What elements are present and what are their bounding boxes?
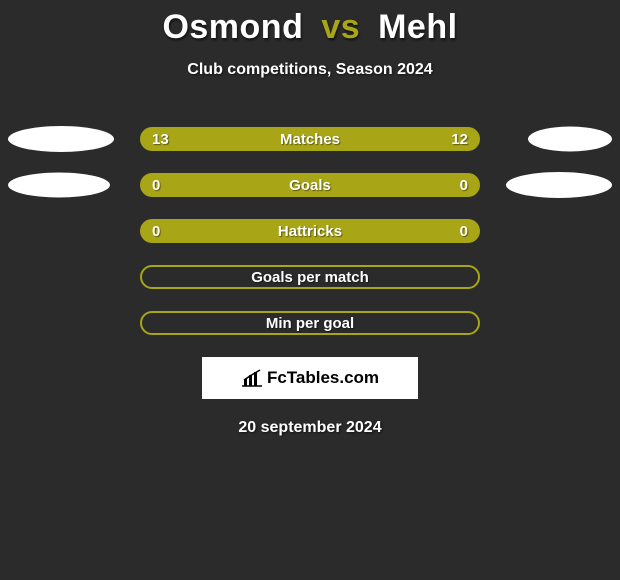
brand-text: FcTables.com	[267, 368, 379, 388]
player1-name: Osmond	[162, 8, 303, 46]
date-text: 20 september 2024	[0, 419, 620, 437]
stat-bar: 0 Hattricks 0	[140, 219, 480, 243]
right-ellipse-icon	[506, 172, 612, 198]
stat-left-value: 0	[152, 177, 160, 194]
stat-bar: Min per goal	[140, 311, 480, 335]
stat-left-value: 13	[152, 131, 169, 148]
bar-chart-icon	[241, 369, 263, 387]
stat-rows: 13 Matches 12 0 Goals 0 0 Hattricks 0 Goals per m…	[0, 127, 620, 335]
stat-label: Goals	[289, 177, 331, 194]
player2-name: Mehl	[378, 8, 457, 46]
subtitle: Club competitions, Season 2024	[0, 61, 620, 79]
stat-bar: Goals per match	[140, 265, 480, 289]
left-ellipse-icon	[8, 173, 110, 198]
stat-row: Goals per match	[0, 265, 620, 289]
stat-row: 0 Hattricks 0	[0, 219, 620, 243]
stat-row: 13 Matches 12	[0, 127, 620, 151]
left-ellipse-icon	[8, 126, 114, 152]
stat-right-value: 0	[460, 223, 468, 240]
stat-bar: 0 Goals 0	[140, 173, 480, 197]
stat-bar: 13 Matches 12	[140, 127, 480, 151]
stat-label: Hattricks	[278, 223, 342, 240]
stat-left-value: 0	[152, 223, 160, 240]
comparison-title: Osmond vs Mehl	[0, 0, 620, 47]
stat-row: 0 Goals 0	[0, 173, 620, 197]
vs-text: vs	[321, 8, 360, 46]
stat-row: Min per goal	[0, 311, 620, 335]
stat-right-value: 0	[460, 177, 468, 194]
brand-box[interactable]: FcTables.com	[202, 357, 418, 399]
stat-label: Min per goal	[266, 315, 354, 332]
right-ellipse-icon	[528, 127, 612, 152]
stat-label: Matches	[280, 131, 340, 148]
stat-label: Goals per match	[251, 269, 369, 286]
stat-right-value: 12	[451, 131, 468, 148]
